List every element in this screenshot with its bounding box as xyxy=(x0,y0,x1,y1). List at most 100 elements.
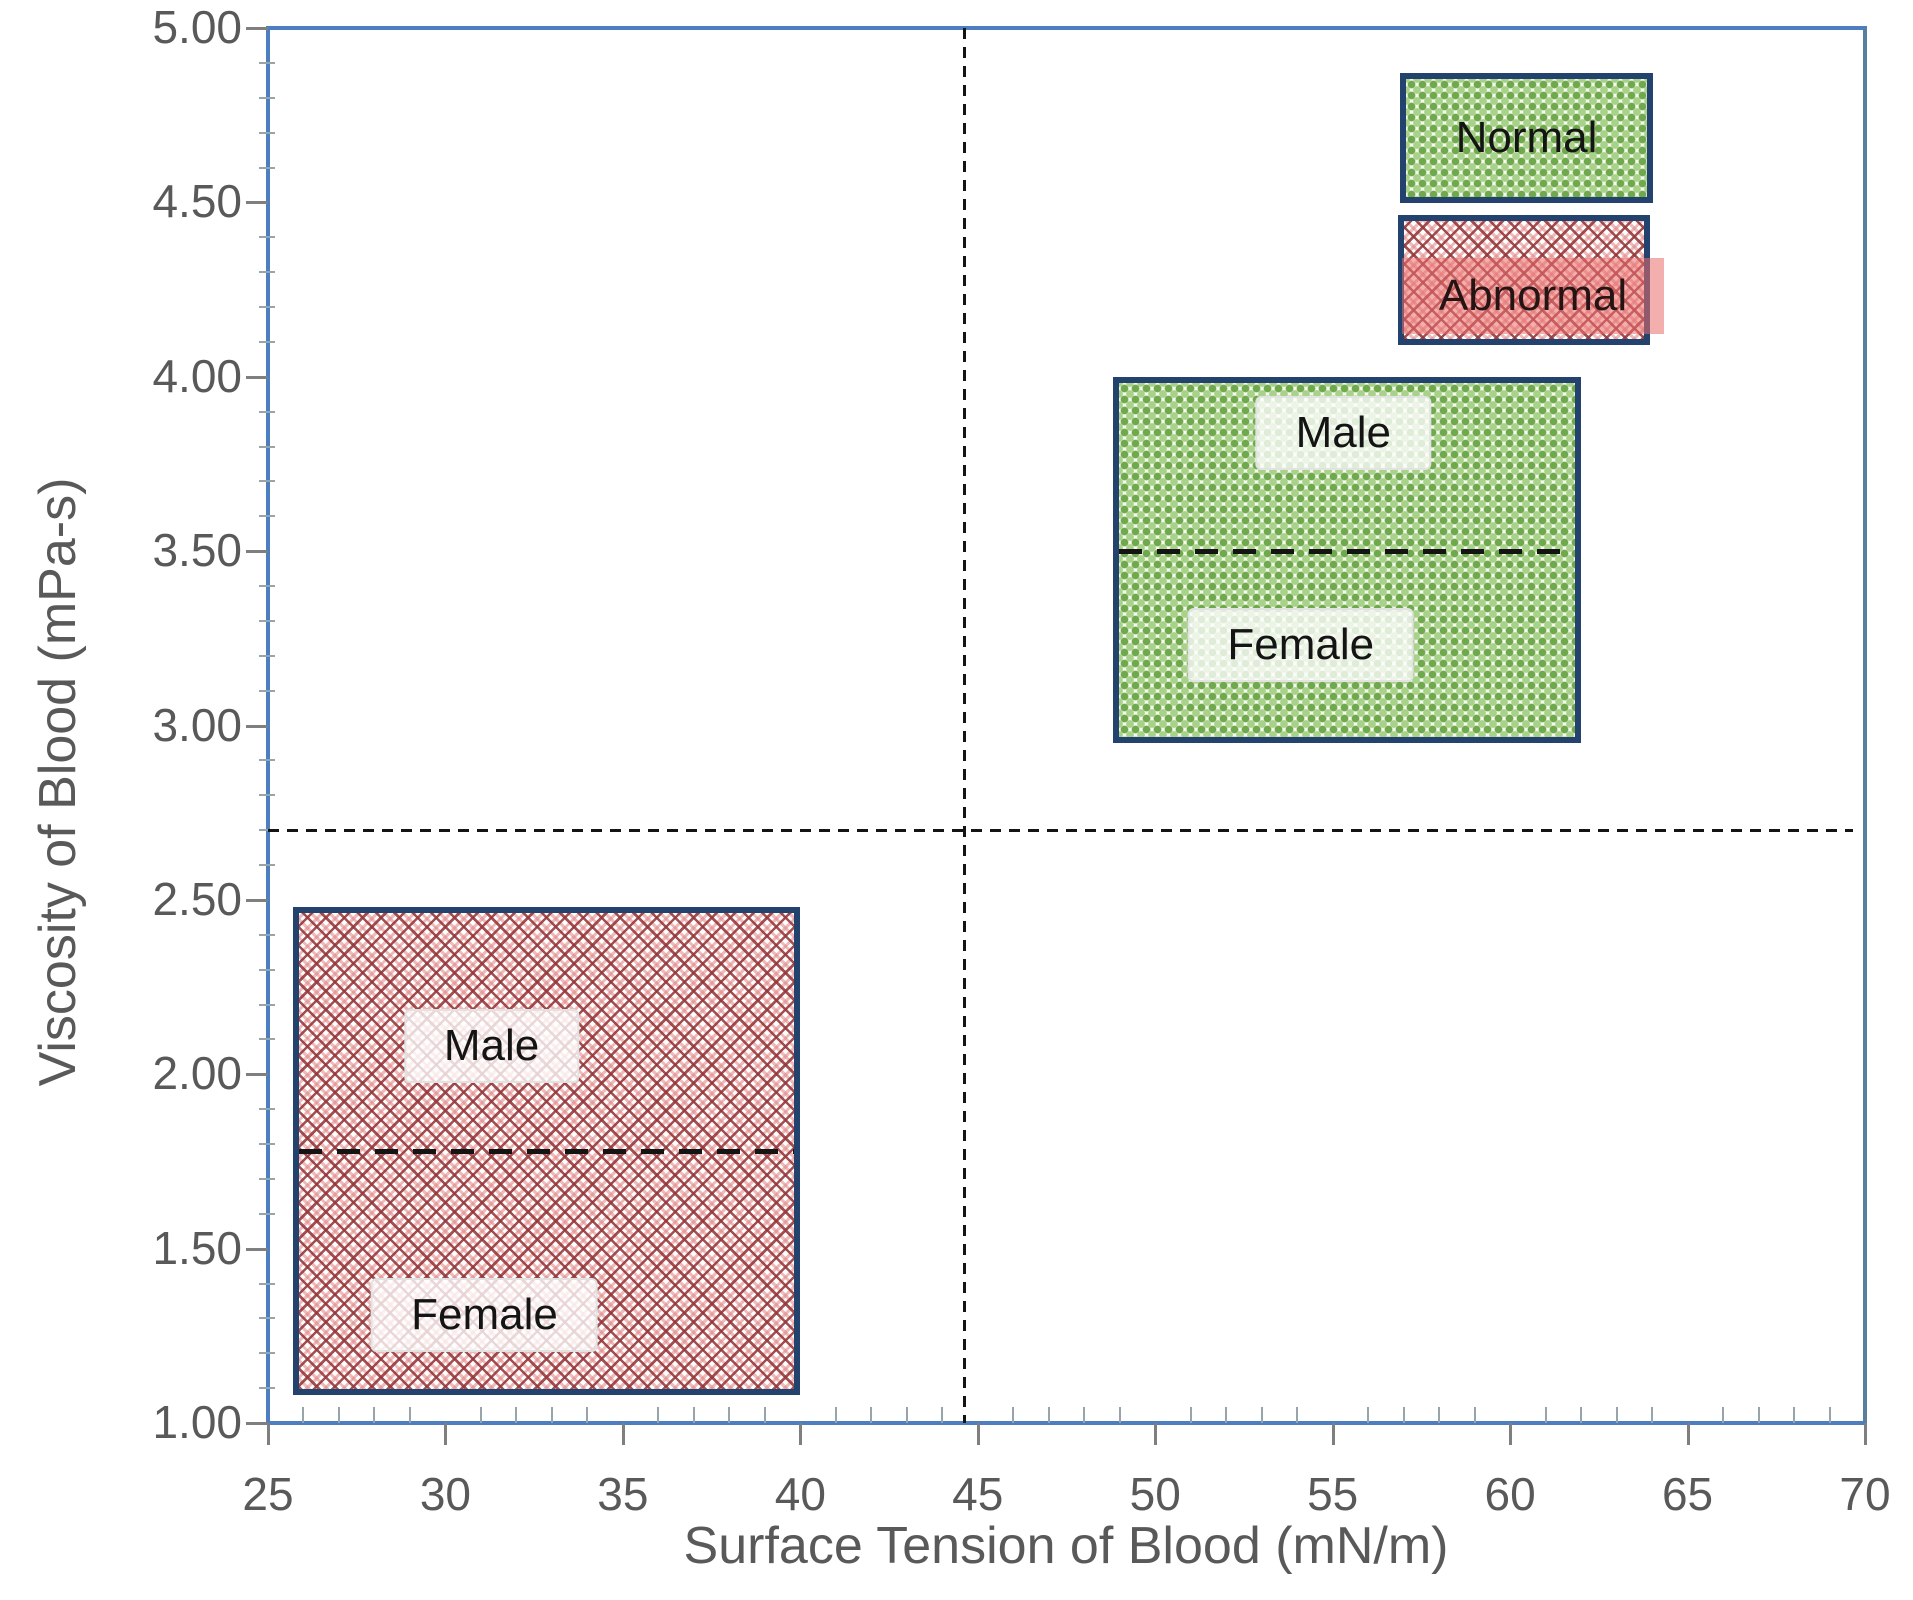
x-axis-major-tick xyxy=(444,1423,448,1445)
y-axis-minor-tick xyxy=(259,515,275,518)
x-axis-minor-tick xyxy=(1651,1407,1654,1423)
x-axis-tick-label: 50 xyxy=(1129,1468,1181,1520)
x-axis-minor-tick xyxy=(1012,1407,1015,1423)
y-axis-minor-tick xyxy=(259,1108,275,1111)
legend-label-normal: Normal xyxy=(1455,113,1598,162)
x-axis-minor-tick xyxy=(515,1407,518,1423)
x-axis-minor-tick xyxy=(728,1407,731,1423)
x-axis-minor-tick xyxy=(1118,1407,1121,1423)
y-axis-tick-label: 4.50 xyxy=(152,175,242,228)
y-axis-major-tick xyxy=(246,550,268,554)
y-axis-tick-label: 1.50 xyxy=(152,1221,242,1274)
x-axis-major-tick xyxy=(621,1423,625,1445)
x-axis-minor-tick xyxy=(1757,1407,1760,1423)
x-axis-major-tick xyxy=(1154,1423,1158,1445)
x-axis-minor-tick xyxy=(586,1407,589,1423)
x-axis-minor-tick xyxy=(1615,1407,1618,1423)
region-abnormal-label-female: Female xyxy=(371,1277,598,1352)
y-axis-major-tick xyxy=(246,1073,268,1077)
x-axis-tick-label: 65 xyxy=(1661,1468,1714,1520)
region-normal-label-male: Male xyxy=(1255,395,1431,470)
y-axis-minor-tick xyxy=(259,1387,275,1390)
y-axis-major-tick xyxy=(246,27,268,30)
y-axis-minor-tick xyxy=(259,236,275,239)
region-normal-label-female: Female xyxy=(1187,608,1415,683)
y-axis-tick-label: 2.00 xyxy=(152,1047,242,1100)
x-axis-minor-tick xyxy=(1260,1407,1263,1423)
y-axis-minor-tick xyxy=(259,166,275,169)
x-axis-tick-label: 60 xyxy=(1484,1468,1536,1520)
x-axis-tick-label: 55 xyxy=(1307,1468,1359,1520)
x-axis-minor-tick xyxy=(1580,1407,1583,1423)
y-axis-major-tick xyxy=(246,375,268,379)
reference-line-vertical xyxy=(962,28,966,1423)
y-axis-minor-tick xyxy=(259,131,275,134)
region-abnormal-divider-line xyxy=(298,1148,795,1154)
y-axis-minor-tick xyxy=(259,480,275,483)
x-axis-tick-label: 70 xyxy=(1839,1468,1891,1520)
y-axis-minor-tick xyxy=(259,654,275,657)
y-axis-minor-tick xyxy=(259,445,275,448)
x-axis-minor-tick xyxy=(870,1407,873,1423)
x-axis-minor-tick xyxy=(1083,1407,1086,1423)
x-axis-major-tick xyxy=(1686,1423,1690,1445)
x-axis-tick-label: 40 xyxy=(774,1468,826,1520)
x-axis-minor-tick xyxy=(1189,1407,1192,1423)
y-axis-minor-tick xyxy=(259,829,275,832)
y-axis-major-tick xyxy=(246,898,268,902)
x-axis-minor-tick xyxy=(905,1407,908,1423)
x-axis-major-tick xyxy=(1864,1423,1867,1445)
y-axis-tick-label: 3.00 xyxy=(152,698,242,751)
y-axis-minor-tick xyxy=(259,968,275,971)
y-axis-minor-tick xyxy=(259,1317,275,1320)
x-axis-minor-tick xyxy=(550,1407,553,1423)
x-axis-minor-tick xyxy=(1828,1407,1831,1423)
y-axis-tick-label: 5.00 xyxy=(152,1,242,53)
x-axis-tick-label: 30 xyxy=(419,1468,472,1520)
x-axis-minor-tick xyxy=(941,1407,944,1423)
x-axis-minor-tick xyxy=(408,1407,411,1423)
x-axis-minor-tick xyxy=(1722,1407,1725,1423)
y-axis-minor-tick xyxy=(259,689,275,692)
y-axis-minor-tick xyxy=(259,864,275,866)
y-axis-minor-tick xyxy=(259,340,275,343)
y-axis-major-tick xyxy=(246,1422,268,1425)
x-axis-minor-tick xyxy=(1438,1407,1441,1423)
x-axis-minor-tick xyxy=(692,1407,695,1423)
y-axis-minor-tick xyxy=(259,61,275,64)
y-axis-minor-tick xyxy=(259,410,275,413)
x-axis-major-tick xyxy=(267,1423,270,1445)
y-axis-major-tick xyxy=(246,201,268,205)
y-axis-tick-label: 3.50 xyxy=(152,524,242,577)
y-axis-major-tick xyxy=(246,1247,268,1251)
x-axis-major-tick xyxy=(799,1423,803,1445)
y-axis-tick-label: 1.00 xyxy=(152,1396,242,1448)
x-axis-minor-tick xyxy=(1296,1407,1299,1423)
x-axis-major-tick xyxy=(976,1423,980,1445)
x-axis-minor-tick xyxy=(1473,1407,1476,1423)
x-axis-minor-tick xyxy=(1225,1407,1228,1423)
legend-label-abnormal: Abnormal xyxy=(1438,271,1628,320)
reference-line-horizontal xyxy=(268,829,1853,833)
y-axis-tick-label: 4.00 xyxy=(152,349,242,402)
x-axis-minor-tick xyxy=(834,1407,837,1423)
x-axis-minor-tick xyxy=(302,1407,305,1423)
legend-highlight-box: Abnormal xyxy=(1402,258,1664,334)
region-abnormal-label-male: Male xyxy=(403,1009,580,1084)
x-axis-tick-label: 25 xyxy=(242,1468,294,1520)
x-axis-major-tick xyxy=(1509,1423,1513,1445)
y-axis-minor-tick xyxy=(259,96,275,99)
x-axis-minor-tick xyxy=(479,1407,482,1423)
y-axis-minor-tick xyxy=(259,1177,275,1180)
y-axis-major-tick xyxy=(246,724,268,728)
y-axis-minor-tick xyxy=(259,1282,275,1285)
y-axis-minor-tick xyxy=(259,794,275,797)
y-axis-minor-tick xyxy=(259,759,275,762)
x-axis-major-tick xyxy=(1331,1423,1335,1445)
y-axis-minor-tick xyxy=(259,585,275,587)
y-axis-minor-tick xyxy=(259,619,275,622)
x-axis-tick-label: 45 xyxy=(952,1468,1004,1520)
x-axis-minor-tick xyxy=(1047,1407,1050,1423)
x-axis-minor-tick xyxy=(763,1407,766,1423)
